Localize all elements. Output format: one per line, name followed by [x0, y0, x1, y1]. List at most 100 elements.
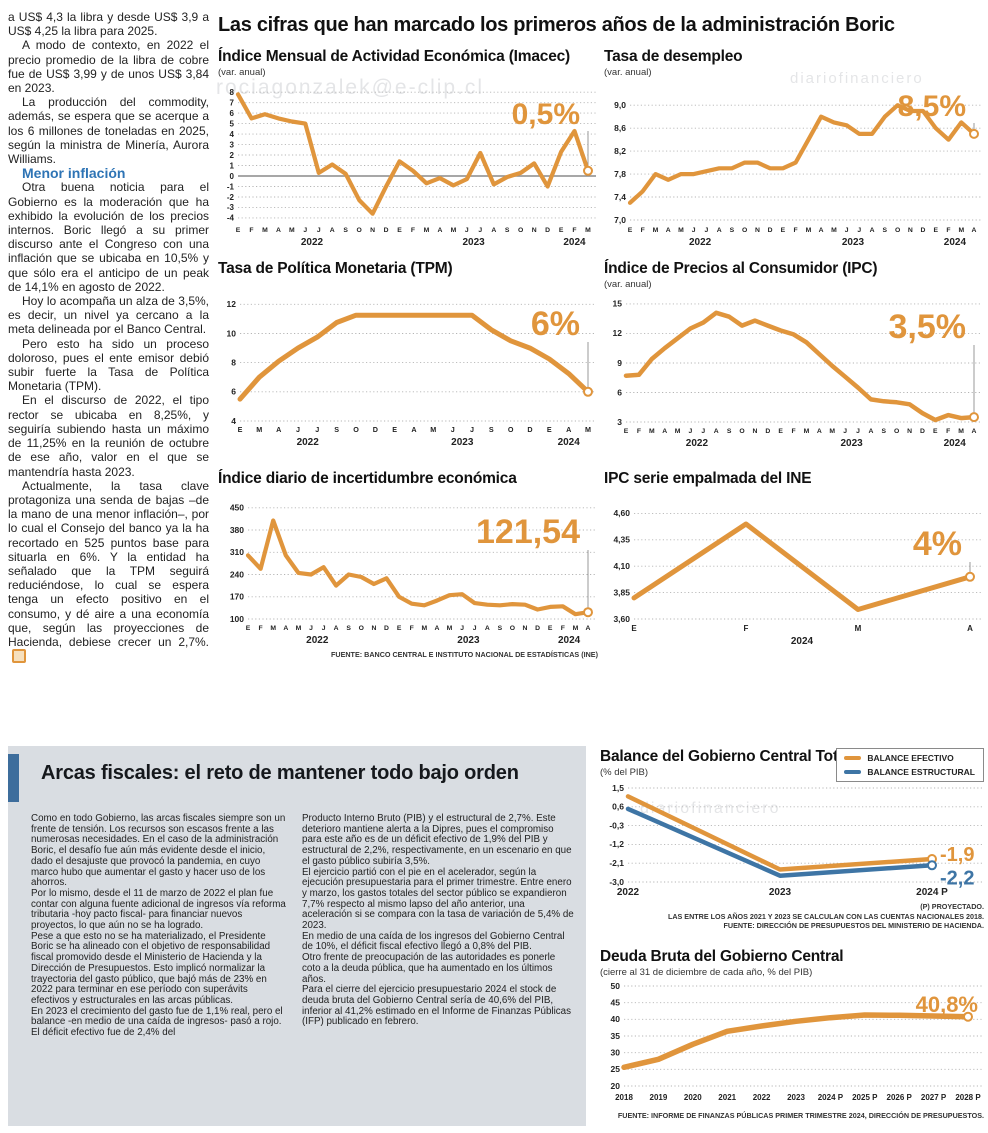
svg-text:J: J — [303, 227, 307, 234]
svg-text:E: E — [392, 425, 397, 434]
svg-text:4%: 4% — [913, 525, 962, 563]
svg-text:F: F — [641, 227, 645, 234]
svg-text:S: S — [505, 227, 510, 234]
deuda-line-chart: 50 45 40 35 30 25 20 2018 2019 2020 2021 2022 2023 20… — [611, 981, 982, 1102]
paragraph: El ejercicio partió con el pie en el ace… — [302, 866, 574, 932]
svg-text:6: 6 — [230, 109, 235, 118]
svg-text:E: E — [624, 428, 629, 435]
svg-text:F: F — [946, 428, 950, 435]
svg-text:2028 P: 2028 P — [955, 1093, 981, 1102]
chart-source: FUENTE: BANCO CENTRAL E INSTITUTO NACION… — [330, 650, 598, 659]
balance-efectivo-swatch — [844, 756, 862, 760]
svg-text:S: S — [882, 428, 887, 435]
svg-text:240: 240 — [230, 569, 244, 579]
svg-text:J: J — [856, 428, 860, 435]
svg-text:7,4: 7,4 — [614, 192, 626, 202]
svg-text:O: O — [894, 428, 899, 435]
chart-title: Índice diario de incertidumbre económica — [218, 470, 517, 487]
svg-text:O: O — [508, 425, 514, 434]
svg-text:N: N — [752, 428, 757, 435]
svg-text:A: A — [566, 425, 571, 434]
svg-text:A: A — [491, 227, 496, 234]
svg-text:M: M — [804, 428, 810, 435]
svg-text:M: M — [289, 227, 295, 234]
svg-text:8: 8 — [230, 88, 235, 97]
svg-text:0,6: 0,6 — [612, 802, 624, 812]
svg-text:-2: -2 — [227, 193, 235, 202]
svg-text:J: J — [473, 625, 477, 632]
svg-text:M: M — [678, 227, 684, 234]
svg-text:O: O — [510, 625, 515, 632]
svg-text:E: E — [236, 227, 241, 234]
svg-text:-2,1: -2,1 — [609, 858, 624, 868]
chart-subtitle: (var. anual) — [604, 67, 652, 78]
legend-item-estructural: BALANCE ESTRUCTURAL — [844, 767, 975, 777]
article-intro-paragraphs: a US$ 4,3 la libra y desde US$ 3,9 a US$… — [8, 10, 209, 166]
svg-text:-0,3: -0,3 — [609, 820, 624, 830]
svg-text:A: A — [717, 227, 722, 234]
svg-text:O: O — [518, 227, 523, 234]
svg-text:2022: 2022 — [297, 437, 320, 448]
svg-text:A: A — [437, 227, 442, 234]
svg-text:S: S — [489, 425, 494, 434]
bottom-panel: Arcas fiscales: el reto de mantener todo… — [8, 746, 586, 1126]
svg-text:8,2: 8,2 — [614, 146, 626, 156]
svg-text:F: F — [411, 227, 415, 234]
svg-text:S: S — [883, 227, 888, 234]
svg-text:E: E — [559, 227, 564, 234]
svg-text:M: M — [585, 425, 591, 434]
svg-text:S: S — [498, 625, 503, 632]
svg-text:J: J — [451, 425, 455, 434]
chart-tpm: Tasa de Política Monetaria (TPM) 12 10 8 6 4… — [218, 260, 598, 451]
legend-label: BALANCE EFECTIVO — [867, 753, 954, 763]
svg-text:-1,2: -1,2 — [609, 839, 624, 849]
svg-text:F: F — [794, 227, 798, 234]
svg-text:D: D — [384, 227, 389, 234]
svg-text:0: 0 — [230, 172, 235, 181]
svg-text:1,5: 1,5 — [612, 783, 624, 793]
svg-text:E: E — [548, 625, 553, 632]
svg-text:30: 30 — [611, 1048, 621, 1058]
svg-text:M: M — [262, 227, 268, 234]
svg-text:2023: 2023 — [451, 437, 474, 448]
svg-text:M: M — [585, 227, 591, 234]
legend-label: BALANCE ESTRUCTURAL — [867, 767, 975, 777]
svg-text:A: A — [411, 425, 416, 434]
svg-text:3: 3 — [230, 140, 235, 149]
svg-text:J: J — [843, 428, 847, 435]
svg-text:M: M — [855, 624, 862, 633]
article-subhead: Menor inflación — [22, 165, 126, 182]
svg-text:N: N — [532, 227, 537, 234]
chart-title: IPC serie empalmada del INE — [604, 470, 812, 487]
article-last-paragraph: Actualmente, la tasa clave protagoniza u… — [8, 479, 209, 666]
chart-balance: Balance del Gobierno Central Total (% de… — [600, 748, 984, 931]
svg-text:F: F — [561, 625, 565, 632]
svg-text:D: D — [921, 227, 926, 234]
svg-text:0,5%: 0,5% — [512, 98, 580, 131]
svg-text:2024 P: 2024 P — [818, 1093, 844, 1102]
svg-text:2022: 2022 — [686, 438, 709, 449]
svg-text:M: M — [256, 425, 262, 434]
svg-text:F: F — [637, 428, 641, 435]
bottom-article-column-2: Producto Interno Bruto (PIB) y el estruc… — [302, 813, 574, 1028]
svg-text:45: 45 — [611, 998, 621, 1008]
svg-text:E: E — [933, 428, 938, 435]
svg-text:2022: 2022 — [306, 635, 329, 646]
svg-text:E: E — [397, 227, 402, 234]
chart-title: Tasa de Política Monetaria (TPM) — [218, 260, 453, 277]
svg-text:2023: 2023 — [840, 438, 863, 449]
svg-text:2022: 2022 — [689, 237, 712, 248]
svg-text:2024: 2024 — [944, 438, 967, 449]
svg-text:E: E — [238, 425, 243, 434]
svg-text:7: 7 — [230, 99, 235, 108]
svg-text:D: D — [765, 428, 770, 435]
paragraph: En el discurso de 2022, el tipo rector s… — [8, 393, 209, 479]
svg-text:4: 4 — [231, 416, 236, 426]
paragraph: Hoy lo acompaña un alza de 3,5%, es deci… — [8, 294, 209, 337]
svg-text:J: J — [705, 227, 709, 234]
paragraph: La producción del commodity, además, se … — [8, 95, 209, 167]
svg-text:12: 12 — [227, 299, 237, 309]
